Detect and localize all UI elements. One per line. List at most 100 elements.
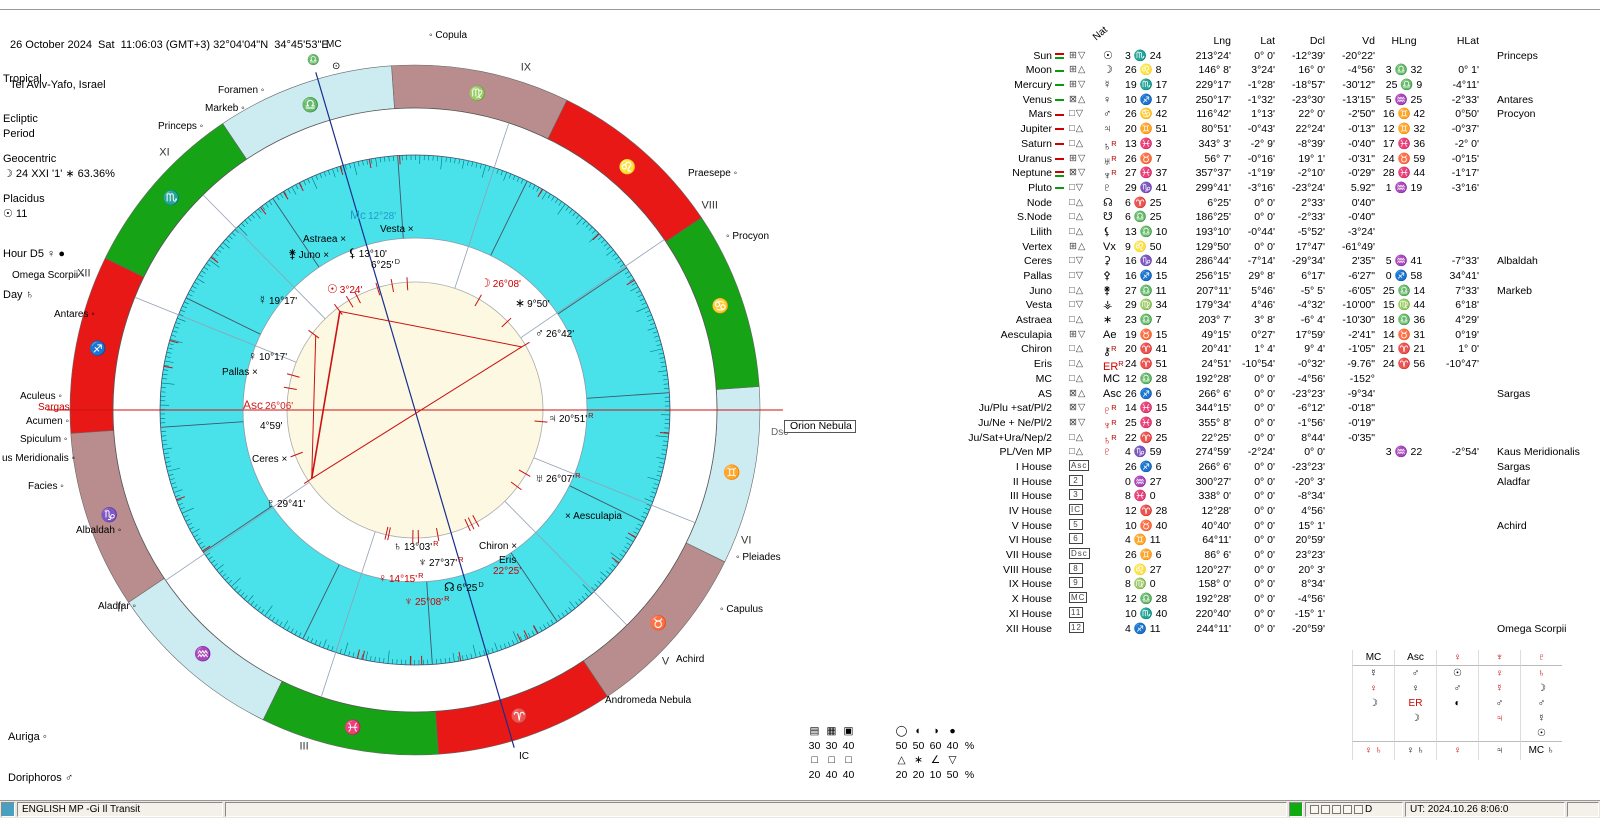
wheel-outer-label: Acumen ◦ (26, 416, 70, 427)
table-row[interactable]: Pluto □▽ ♇ 29 ♑ 41 299°41' -3°16' -23°24' 5.92"… (952, 181, 1597, 196)
planet-glyph (1103, 519, 1125, 534)
table-row[interactable]: Sun ⊞▽ ☉ 3 ♏ 24 213°24' 0° 0' -12°39' -20°22' Pr… (952, 49, 1597, 64)
table-row[interactable]: Pallas □▽ ⚴ 16 ♐ 15 256°15' 29° 8' 6°17' -6'27"… (952, 269, 1597, 284)
period-day-line: Day ♄ (3, 288, 34, 301)
table-row[interactable]: Lilith □△ ⚸ 13 ♎ 10 193°10' -0°44' -5°52' -3°24… (952, 225, 1597, 240)
table-row[interactable]: Ju/Plu +sat/Pl/2 ⊠▽ ♇R 14 ♓ 15 344°15' 0° 0' -… (952, 401, 1597, 417)
table-row[interactable]: VI House 6 4 ♊ 11 64°11' 0° 0' 20°59' (952, 533, 1597, 548)
svg-text:III: III (300, 740, 309, 752)
table-row[interactable]: Ju/Ne + Ne/Pl/2 ⊠▽ ♆R 25 ♓ 8 355° 8' 0° 0' -1°… (952, 416, 1597, 432)
table-row[interactable]: I House Asc 26 ♐ 6 266° 6' 0° 0' -23°23' Sarga… (952, 459, 1597, 475)
svg-text:♋: ♋ (712, 297, 729, 314)
planet-glyph: ♀ (1103, 93, 1112, 106)
table-row[interactable]: MC □△ MC 12 ♎ 28 192°28' 0° 0' -4°56' -152° (952, 372, 1597, 387)
status-dot-icon[interactable] (1343, 805, 1352, 814)
table-row[interactable]: Eris □△ ERR 24 ♈ 51 24°51' -10°54' -0°32' -9.76… (952, 357, 1597, 374)
table-row[interactable]: VII House Dsc 26 ♊ 6 86° 6' 0° 0' 23°23' (952, 548, 1597, 563)
chart-header: 26 October 2024 Sat 11:06:03 (GMT+3) 32°… (10, 12, 329, 119)
setting-houses[interactable]: Placidus (3, 193, 45, 206)
fixed-star-name (1479, 152, 1600, 167)
planet-glyph (1103, 548, 1125, 563)
table-row[interactable]: IX House 9 8 ♍ 0 158° 0' 0° 0' 8°34' (952, 577, 1597, 592)
table-row[interactable]: PL/Ven MP □△ ♇ 4 ♑ 59 274°59' -2°24' 0° 0' 3 ♒ … (952, 445, 1597, 460)
table-row[interactable]: Uranus ⊞▽ ♅R 26 ♉ 7 56° 7' -0°16' 19° 1' -0'31"… (952, 152, 1600, 168)
table-column-header: Lat (1260, 35, 1275, 47)
status-dot-icon[interactable] (1332, 805, 1341, 814)
planet-glyph: ♆R (1103, 168, 1117, 183)
table-row[interactable]: Venus ⊠△ ♀ 10 ♐ 17 250°17' -1°32' -23°30' -13'1… (952, 93, 1597, 108)
table-row[interactable]: Saturn □△ ♄R 13 ♓ 3 343° 3' -2° 9' -8°39' -0'40… (952, 137, 1597, 153)
setting-ecliptic[interactable]: Ecliptic (3, 113, 38, 126)
table-row[interactable]: Ceres □▽ ⚳ 16 ♑ 44 286°44' -7°14' -29°34' 2'35"… (952, 254, 1597, 269)
planet-glyph: ♇ (1103, 181, 1112, 194)
table-row[interactable]: VIII House 8 0 ♌ 27 120°27' 0° 0' 20° 3' (952, 562, 1597, 578)
wheel-planet-label: ☿ 19°17' (258, 293, 298, 307)
status-dot-icon[interactable] (1310, 805, 1319, 814)
fixed-star-name: Princeps (1497, 49, 1538, 62)
table-row[interactable]: Node □△ ☊ 6 ♈ 25 6°25' 0° 0' 2°33' 0'40" (952, 196, 1597, 211)
table-row[interactable]: Chiron □△ ⚷R 20 ♈ 41 20°41' 1° 4' 9° 4' -1'05" 2… (952, 342, 1597, 358)
chart-settings: Tropical Ecliptic Geocentric Placidus (3, 46, 56, 234)
status-dot-icon[interactable] (1354, 805, 1363, 814)
planet-glyph: ☉ (1103, 49, 1113, 62)
status-dot-icon[interactable] (1321, 805, 1330, 814)
fixed-star-name (1479, 122, 1600, 137)
table-row[interactable]: Juno □△ ⚵ 27 ♎ 11 207°11' 5°46' -5° 5' -6'05" 25… (952, 284, 1597, 299)
table-column-header (952, 34, 1055, 49)
wheel-outer-label: ♎ (307, 55, 320, 66)
table-row[interactable]: X House MC 12 ♎ 28 192°28' 0° 0' -4°56' (952, 592, 1597, 607)
almuten-row: ☽ ER ◐ ♂ ♂ (1352, 696, 1562, 711)
chart-location: Tel Aviv-Yafo, Israel (10, 79, 106, 92)
table-row[interactable]: XI House 11 10 ♏ 40 220°40' 0° 0' -15° 1' (952, 606, 1600, 622)
table-row[interactable]: V House 5 10 ♉ 40 40°40' 0° 0' 15° 1' Achird (952, 518, 1597, 534)
almuten-row: ☉ (1352, 726, 1562, 741)
wheel-outer-label: Spiculum ◦ (20, 434, 68, 445)
table-row[interactable]: Mars □▽ ♂ 26 ♋ 42 116°42' 1°13' 22° 0' -2'50" 16… (952, 107, 1597, 122)
wheel-outer-label: Sargas (38, 402, 70, 413)
house-tag-icon: 12 (1069, 621, 1084, 633)
table-row[interactable]: Astraea □△ ∗ 23 ♎ 7 203° 7' 3° 8' -6° 4' -10'30… (952, 313, 1597, 328)
period-block: Period ☽ 24 XXI '1' ∗ 63.36% ☉ 11 Hour D… (3, 101, 115, 329)
wheel-planet-label: 22°25' (493, 566, 522, 577)
planet-glyph: ☿ (1103, 79, 1112, 92)
table-row[interactable]: II House 2 0 ♒ 27 300°27' 0° 0' -20° 3' Aladfa… (952, 474, 1597, 490)
planet-glyph: ♄R (1103, 432, 1117, 447)
fixed-star-name (1479, 548, 1600, 563)
table-row[interactable]: Vesta □▽ ⚶ 29 ♍ 34 179°34' 4°46' -4°32' -10'00"… (952, 298, 1597, 313)
wheel-planet-label: 6°25'D (371, 257, 401, 271)
wheel-planet-label: ⚵ Juno × (288, 247, 330, 261)
fixed-star-name (1479, 607, 1600, 622)
chart-area: ♈ ♉ ♊ ♋ ♌ ♍ ♎ ♏ ♐ ♑ ♒ ♓ II III V VI VIII IX XI XII 26 Octob… (2, 12, 856, 818)
status-app-icon (1, 802, 15, 817)
table-row[interactable]: III House 3 8 ♓ 0 338° 0' 0° 0' -8°34' (952, 489, 1597, 504)
planet-glyph (1103, 533, 1125, 548)
planet-glyph: ERR (1103, 359, 1124, 374)
svg-text:♈: ♈ (511, 708, 528, 725)
fixed-star-name (1479, 269, 1600, 284)
table-row[interactable]: S.Node □△ ☋ 6 ♎ 25 186°25' 0° 0' -2°33' -0'40" (952, 210, 1597, 225)
table-row[interactable]: Jupiter □△ ♃ 20 ♊ 51 80°51' -0°43' 22°24' -0'13… (952, 122, 1597, 137)
table-row[interactable]: AS ⊠△ Asc 26 ♐ 6 266° 6' 0° 0' -23°23' -9°34' Sa… (952, 387, 1597, 402)
house-tag-icon: Dsc (1069, 548, 1090, 560)
wheel-planet-label: ♆ 27°37'R (418, 555, 464, 569)
table-row[interactable]: Neptune ⊠▽ ♆R 27 ♓ 37 357°37' -1°19' -2°10' -0'… (952, 166, 1597, 183)
planet-glyph (1103, 460, 1125, 475)
table-row[interactable]: XII House 12 4 ♐ 11 244°11' 0° 0' -20°59' Omeg… (952, 621, 1597, 637)
status-page-buttons[interactable]: D (1305, 802, 1403, 817)
wheel-outer-label: ◦ Copula (429, 30, 468, 41)
setting-geocentric[interactable]: Geocentric (3, 153, 57, 166)
status-end-cap (1567, 802, 1599, 817)
wheel-outer-label: ◦ Procyon (726, 231, 770, 242)
planet-glyph: ♆R (1103, 417, 1117, 432)
wheel-planet-label: Astraea × (303, 234, 347, 245)
table-row[interactable]: Vertex ⊞△ Vx 9 ♌ 50 129°50' 0° 0' 17°47' -61°49… (952, 240, 1597, 255)
table-row[interactable]: Aesculapia ⊞▽ Ae 19 ♉ 15 49°15' 0°27' 17°59' -2… (952, 328, 1597, 343)
setting-zodiac[interactable]: Tropical (3, 72, 42, 85)
table-row[interactable]: IV House IC 12 ♈ 28 12°28' 0° 0' 4°56' (952, 504, 1597, 519)
house-tag-icon: 5 (1069, 518, 1083, 530)
table-row[interactable]: Mercury ⊞▽ ☿ 19 ♏ 17 229°17' -1°28' -18°57' -30… (952, 78, 1597, 93)
svg-text:♎: ♎ (302, 96, 319, 113)
table-row[interactable]: Moon ⊞△ ☽ 26 ♌ 8 146° 8' 3°24' 16° 0' -4°56' 3 ♎… (952, 63, 1597, 78)
wheel-planet-label: ♆ 25°08'R (404, 594, 450, 608)
table-row[interactable]: Ju/Sat+Ura/Nep/2 □△ ♄R 22 ♈ 25 22°25' 0° 0' 8°… (952, 431, 1597, 447)
